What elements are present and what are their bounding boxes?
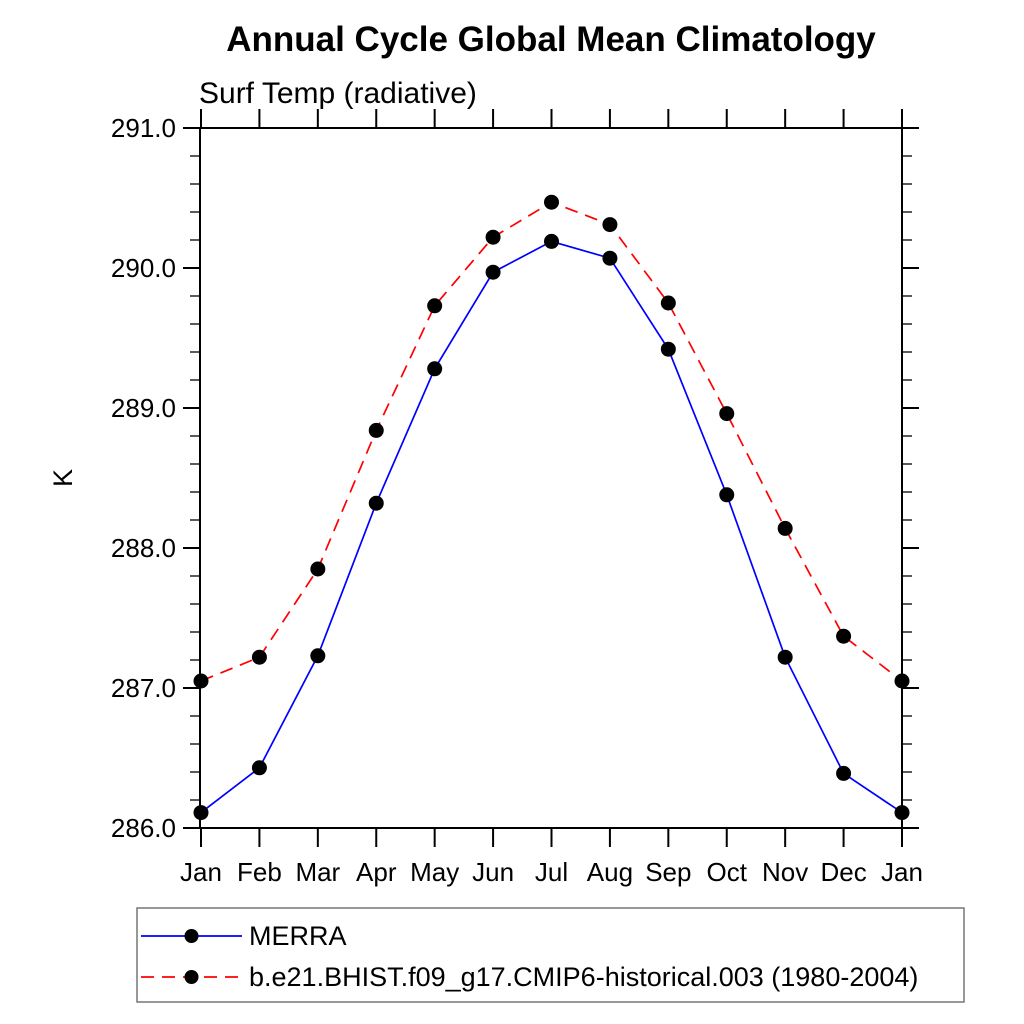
series-0-marker [368, 495, 384, 511]
series-0-marker [894, 805, 910, 821]
x-tick-label: Jan [180, 857, 222, 887]
y-tick-label: 289.0 [111, 393, 176, 423]
series-1-marker [251, 649, 267, 665]
x-tick-label: Jun [472, 857, 514, 887]
series-1-marker [602, 217, 618, 233]
x-tick-label: Mar [295, 857, 340, 887]
plot-frame [199, 127, 903, 829]
series-1-marker [427, 298, 443, 314]
series-1-marker [193, 673, 209, 689]
x-tick-label: Apr [356, 857, 397, 887]
y-tick-label: 288.0 [111, 533, 176, 563]
legend-box [136, 907, 965, 1003]
series-0-marker [719, 487, 735, 503]
y-tick-label: 290.0 [111, 253, 176, 283]
x-tick-label: Oct [707, 857, 748, 887]
series-0-marker [427, 361, 443, 377]
legend-label-1: b.e21.BHIST.f09_g17.CMIP6-historical.003… [249, 962, 918, 992]
series-1-marker [836, 628, 852, 644]
y-tick-label: 287.0 [111, 673, 176, 703]
series-0-marker [836, 765, 852, 781]
legend-marker-0 [184, 929, 199, 943]
series-0-marker [660, 341, 676, 357]
series-1-marker [485, 229, 501, 245]
series-0-marker [193, 805, 209, 821]
x-tick-label: Nov [762, 857, 808, 887]
series-line-0 [200, 240, 903, 814]
legend-label-0: MERRA [249, 921, 347, 951]
series-1-marker [368, 422, 384, 438]
series-1-marker [719, 406, 735, 422]
series-1-marker [660, 295, 676, 311]
series-1-marker [310, 561, 326, 577]
x-tick-label: May [410, 857, 459, 887]
chart-subtitle: Surf Temp (radiative) [199, 77, 477, 110]
series-1-marker [894, 673, 910, 689]
x-tick-label: Dec [820, 857, 866, 887]
plot-generated-content: 286.0 287.0 288.0 289.0 290.0 291.0 Jan Feb Mar A… [111, 109, 965, 1003]
x-tick-label: Sep [645, 857, 691, 887]
y-tick-label: 286.0 [111, 813, 176, 843]
x-tick-label: Jul [535, 857, 568, 887]
legend-marker-1 [184, 970, 199, 984]
x-tick-label: Jan [881, 857, 923, 887]
series-0-marker [777, 649, 793, 665]
series-0-marker [310, 648, 326, 664]
series-0-marker [544, 233, 559, 249]
chart-title: Annual Cycle Global Mean Climatology [226, 20, 876, 59]
series-0-marker [485, 264, 501, 280]
x-tick-label: Feb [237, 857, 282, 887]
series-1-marker [544, 194, 559, 210]
series-line-1 [200, 201, 903, 682]
x-tick-label: Aug [587, 857, 633, 887]
series-1-marker [777, 520, 793, 536]
y-tick-label: 291.0 [111, 113, 176, 143]
y-axis-title: K [48, 469, 78, 487]
series-0-marker [602, 250, 618, 266]
series-0-marker [251, 760, 267, 776]
